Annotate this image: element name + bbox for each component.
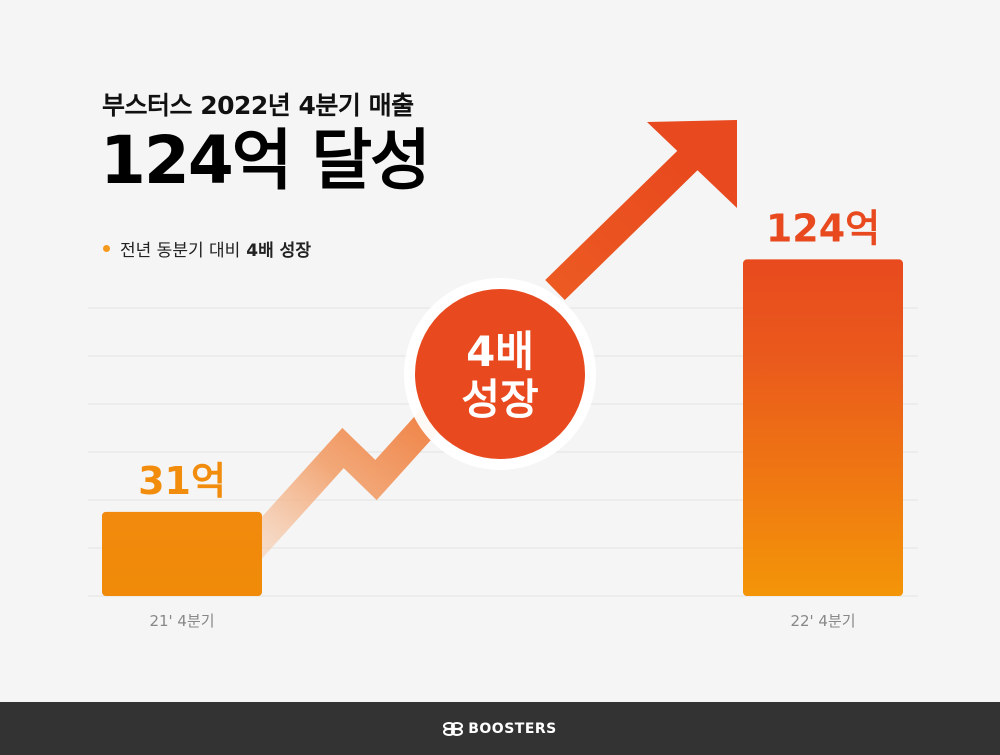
bullet-dot-icon	[103, 245, 110, 252]
boosters-logo-icon	[443, 721, 464, 736]
arrow-head-icon	[647, 120, 737, 208]
growth-note-bold: 4배 성장	[246, 241, 311, 261]
chart-subtitle: 부스터스 2022년 4분기 매출	[102, 91, 414, 120]
growth-arrow-tail	[229, 388, 461, 572]
growth-note: 전년 동분기 대비 4배 성장	[103, 236, 311, 261]
bar-chart: 31억 21' 4분기 124억 22' 4분기 4배 성장	[88, 120, 918, 630]
bars-group: 31억 21' 4분기 124억 22' 4분기	[102, 206, 903, 630]
data-label-1: 124억	[766, 206, 880, 250]
growth-arrow-body	[545, 147, 700, 301]
category-label-0: 21' 4분기	[149, 612, 214, 630]
growth-note-text: 전년 동분기 대비	[120, 241, 241, 261]
bar-0	[102, 511, 262, 596]
data-label-0: 31억	[138, 459, 226, 503]
growth-badge: 4배 성장	[404, 278, 596, 470]
category-label-1: 22' 4분기	[790, 612, 855, 630]
footer-bar: BOOSTERS	[0, 702, 1000, 755]
badge-line2: 성장	[461, 375, 538, 424]
brand-logo: BOOSTERS	[443, 721, 557, 737]
badge-line1: 4배	[466, 327, 534, 376]
chart-title: 124억 달성	[100, 122, 431, 199]
bar-1	[743, 259, 903, 596]
brand-name: BOOSTERS	[468, 720, 557, 737]
